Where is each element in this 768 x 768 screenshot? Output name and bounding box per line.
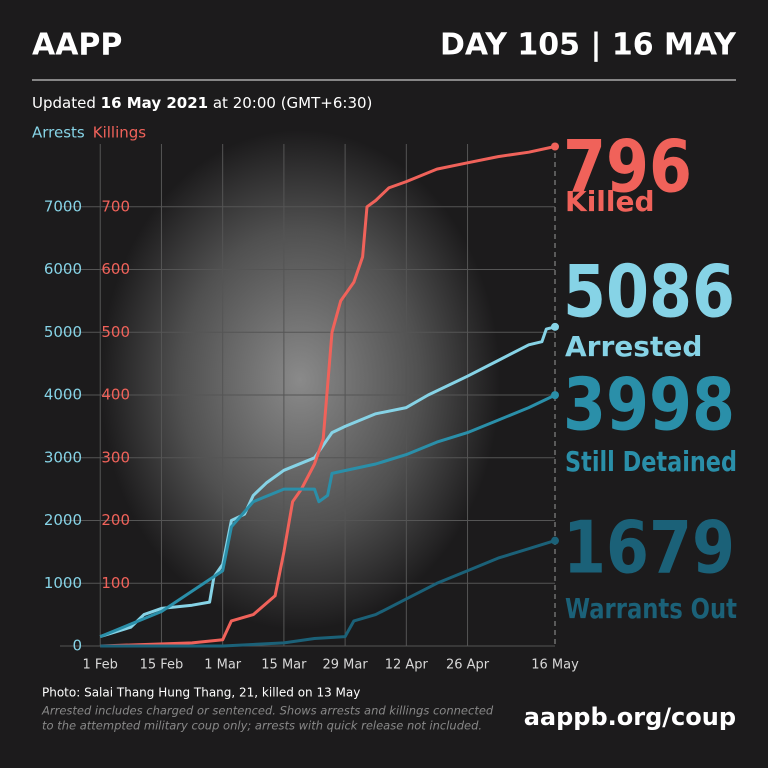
y-tick-label: 7000 — [44, 197, 82, 215]
x-tick-label: 29 Mar — [323, 658, 369, 673]
callout-value: 3998 — [563, 363, 735, 447]
y-tick-label: 2000 — [44, 511, 82, 529]
updated-prefix: Updated — [32, 94, 96, 112]
y2-tick-label: 300 — [101, 448, 130, 466]
y-tick-label: 3000 — [44, 448, 82, 466]
x-tick-label: 1 Feb — [83, 658, 118, 673]
x-tick-label: 1 Mar — [204, 658, 242, 673]
day-label: DAY 105 | 16 MAY — [440, 28, 737, 63]
callout-value: 796 — [563, 125, 692, 209]
callout-value: 1679 — [563, 506, 735, 590]
series-line — [99, 393, 556, 638]
x-tick-label: 16 May — [531, 658, 579, 673]
y-tick-label: 6000 — [44, 260, 82, 278]
y-tick-label: 4000 — [44, 386, 82, 404]
y-tick-label: 0 — [72, 637, 82, 655]
y2-tick-label: 100 — [101, 574, 130, 592]
x-tick-label: 26 Apr — [446, 658, 490, 673]
note: to the attempted military coup only; arr… — [42, 719, 482, 733]
y2-tick-label: 700 — [101, 197, 130, 215]
y2-tick-label: 400 — [101, 386, 130, 404]
end-dot — [551, 322, 559, 331]
callout-label: Warrants Out — [565, 592, 737, 625]
y-tick-label: 1000 — [44, 574, 82, 592]
note: Arrested includes charged or sentenced. … — [41, 704, 494, 718]
y2-tick-label: 500 — [101, 323, 130, 341]
x-tick-label: 15 Feb — [140, 658, 184, 673]
legend-entry: Killings — [93, 124, 147, 142]
end-dot — [551, 536, 559, 545]
updated-date: 16 May 2021 — [101, 94, 208, 112]
series-line — [99, 325, 556, 639]
series-line — [100, 145, 556, 648]
y2-tick-label: 600 — [101, 260, 130, 278]
url[interactable]: aappb.org/coup — [524, 703, 736, 731]
end-dot — [551, 142, 559, 151]
photo-credit: Photo: Salai Thang Hung Thang, 21, kille… — [42, 686, 360, 700]
y-tick-label: 5000 — [44, 323, 82, 341]
callout-value: 5086 — [563, 250, 735, 334]
series-line — [100, 539, 556, 648]
updated-suffix: at 20:00 (GMT+6:30) — [213, 94, 373, 112]
brand: AAPP — [32, 28, 122, 63]
photo — [100, 130, 500, 630]
legend-entry: Arrests — [32, 124, 85, 142]
callout-label: Arrested — [565, 330, 702, 363]
y2-tick-label: 200 — [101, 511, 130, 529]
updated: Updated 16 May 2021 at 20:00 (GMT+6:30) — [32, 94, 372, 112]
x-tick-label: 15 Mar — [261, 658, 307, 673]
callout-label: Killed — [565, 185, 655, 218]
x-tick-label: 12 Apr — [385, 658, 429, 673]
end-dot — [551, 391, 559, 400]
callout-label: Still Detained — [565, 445, 737, 478]
